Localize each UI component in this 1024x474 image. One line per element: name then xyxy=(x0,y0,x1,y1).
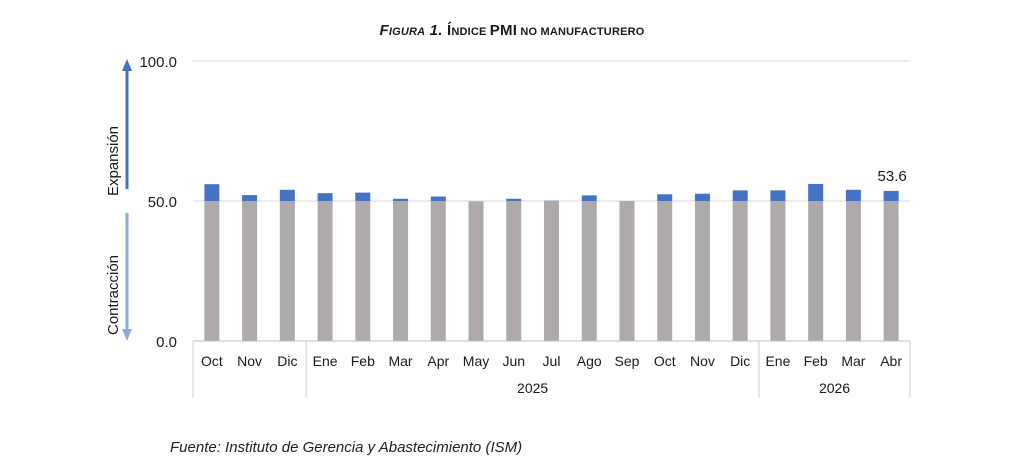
x-tick-label: Abr xyxy=(880,353,902,369)
bar-base xyxy=(657,201,673,341)
data-label: 53.6 xyxy=(878,168,907,185)
bar-base xyxy=(544,201,559,341)
bar-expansion xyxy=(883,190,899,201)
expansion-arrow-head xyxy=(122,59,132,71)
x-tick-label: Feb xyxy=(351,353,375,369)
bar-base xyxy=(581,201,597,341)
x-tick-label: Apr xyxy=(427,353,449,369)
bar-expansion xyxy=(393,198,409,201)
x-tick-label: May xyxy=(463,353,489,369)
bar-base xyxy=(242,201,258,341)
bar-expansion xyxy=(808,183,824,201)
bar-expansion xyxy=(204,184,220,201)
bar-expansion xyxy=(657,194,673,201)
x-tick-label: Sep xyxy=(615,353,640,369)
bar-base xyxy=(619,201,635,341)
expansion-label: Expansión xyxy=(105,126,122,196)
source-note: Fuente: Instituto de Gerencia y Abasteci… xyxy=(170,439,523,456)
bar-expansion xyxy=(770,190,786,201)
y-tick-label: 50.0 xyxy=(148,194,177,211)
bar-expansion xyxy=(355,192,371,201)
x-tick-label: Dic xyxy=(277,353,297,369)
bar-base xyxy=(506,201,522,341)
x-tick-label: Dic xyxy=(730,353,750,369)
bar-expansion xyxy=(279,189,295,201)
x-tick-label: Mar xyxy=(841,353,865,369)
bar-base xyxy=(883,201,899,341)
bar-expansion xyxy=(694,193,710,201)
bar-expansion xyxy=(317,193,333,201)
bar-base xyxy=(845,201,861,341)
bar-expansion xyxy=(506,198,522,201)
bar-expansion xyxy=(732,190,748,201)
x-tick-label: Nov xyxy=(237,353,262,369)
chart-title: FIGURA 1. ÍNDICE PMI NO MANUFACTURERO xyxy=(379,22,645,39)
bar-base xyxy=(317,201,333,341)
bar-expansion xyxy=(845,189,861,201)
bar-base xyxy=(430,201,446,341)
year-label: 2025 xyxy=(517,380,548,396)
x-tick-label: Ene xyxy=(313,353,338,369)
pmi-bar-chart: 0.0 50.0 100.0 53.6 Oct Nov Dic Ene Feb Mar Apr May… xyxy=(105,54,911,398)
x-tick-label: Oct xyxy=(201,353,223,369)
bar-base xyxy=(355,201,371,341)
bar-base xyxy=(694,201,710,341)
x-tick-label: Jun xyxy=(502,353,525,369)
bar-base xyxy=(468,201,484,341)
bar-base xyxy=(808,201,824,341)
x-tick-label: Nov xyxy=(690,353,715,369)
y-tick-label: 100.0 xyxy=(139,54,177,71)
bar-base xyxy=(204,201,220,341)
contraction-label: Contracción xyxy=(105,255,122,335)
bar-base xyxy=(393,201,409,341)
x-tick-label: Ago xyxy=(577,353,602,369)
bar-base xyxy=(770,201,786,341)
year-label: 2026 xyxy=(819,380,850,396)
x-tick-label: Jul xyxy=(543,353,561,369)
x-tick-label: Mar xyxy=(388,353,412,369)
y-tick-label: 0.0 xyxy=(156,334,177,351)
x-tick-label: Ene xyxy=(765,353,790,369)
contraction-arrow-head xyxy=(122,329,132,341)
bar-expansion xyxy=(242,195,258,201)
bar-base xyxy=(732,201,748,341)
x-tick-label: Oct xyxy=(654,353,676,369)
bar-base xyxy=(279,201,295,341)
bar-expansion xyxy=(581,195,597,201)
bar-expansion xyxy=(430,196,446,201)
x-tick-label: Feb xyxy=(804,353,828,369)
